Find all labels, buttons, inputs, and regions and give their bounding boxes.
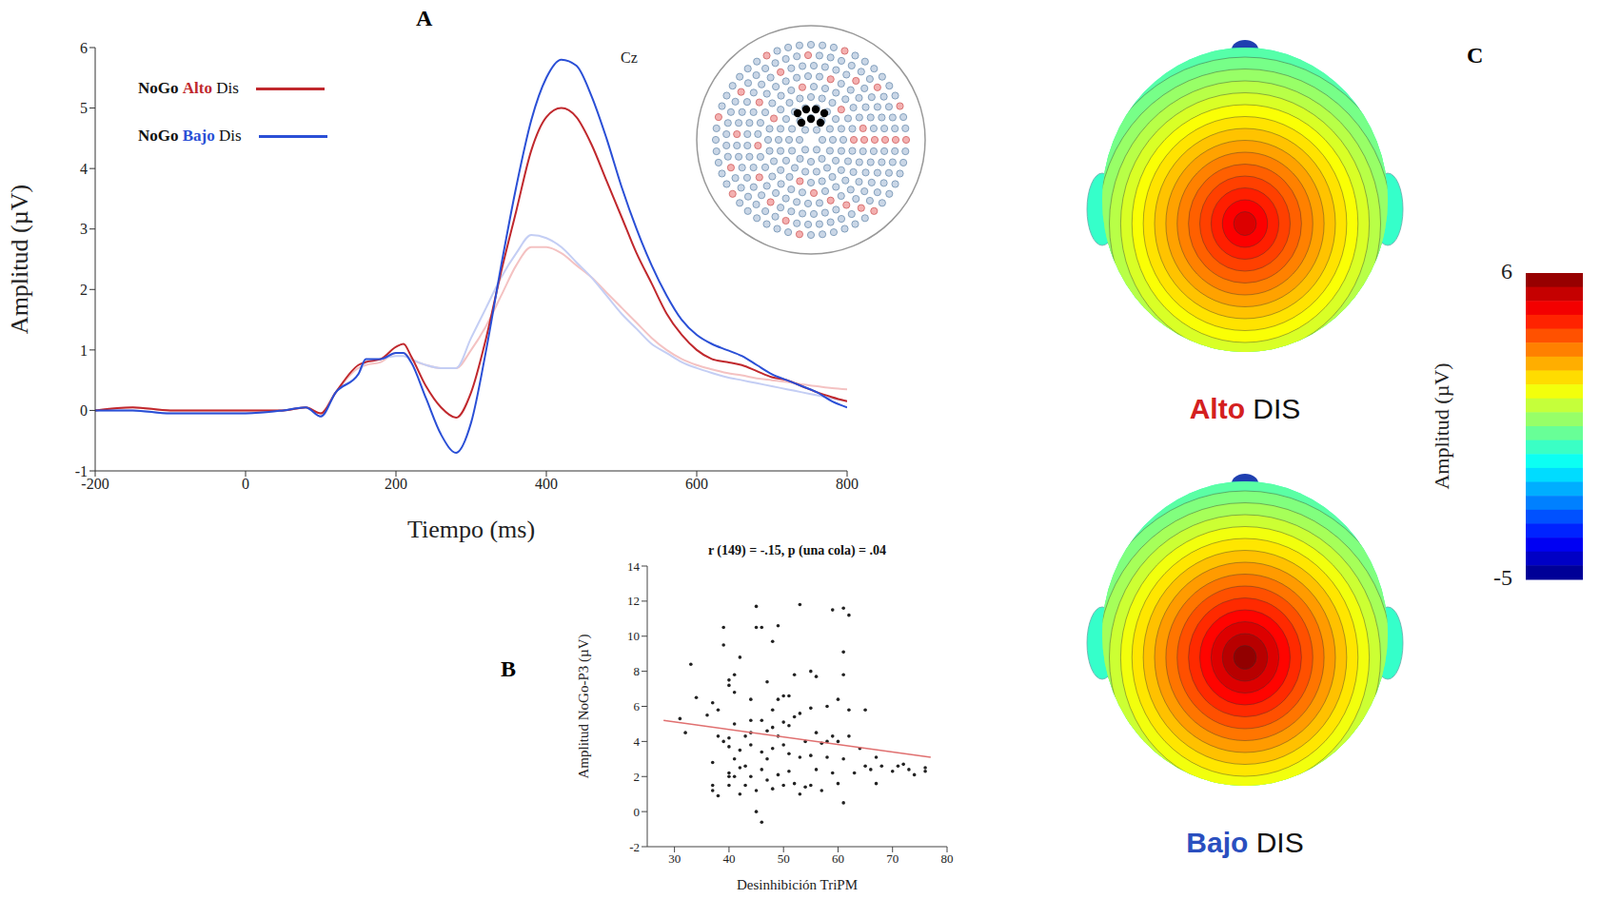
svg-text:14: 14	[627, 559, 641, 574]
svg-text:2: 2	[633, 770, 641, 785]
svg-text:12: 12	[627, 593, 640, 609]
svg-text:Desinhibición TriPM: Desinhibición TriPM	[736, 877, 858, 893]
svg-text:-200: -200	[81, 476, 110, 493]
svg-text:10: 10	[627, 629, 640, 644]
svg-text:60: 60	[831, 851, 845, 867]
html-text:NoGo Bajo Dis: NoGo Bajo Dis	[138, 126, 242, 145]
svg-text:30: 30	[668, 851, 681, 867]
svg-text:6: 6	[633, 699, 641, 714]
svg-text:-2: -2	[629, 840, 640, 855]
html-text:A: A	[415, 5, 433, 31]
svg-text:5: 5	[79, 99, 88, 117]
svg-text:50: 50	[777, 851, 791, 867]
svg-text:600: 600	[685, 475, 709, 493]
svg-text:Bajo DIS: Bajo DIS	[1185, 827, 1304, 859]
svg-text:Amplitud NoGo-P3 (µV): Amplitud NoGo-P3 (µV)	[575, 634, 593, 780]
svg-text:-5: -5	[1493, 565, 1513, 591]
svg-text:800: 800	[835, 475, 859, 493]
html-text:NoGo Alto Dis: NoGo Alto Dis	[138, 79, 239, 98]
svg-text:1: 1	[79, 342, 88, 359]
html-text:C: C	[1466, 42, 1484, 68]
svg-text:0: 0	[79, 402, 88, 419]
svg-text:Amplitud (µV): Amplitud (µV)	[5, 184, 34, 335]
html-text:B: B	[500, 656, 516, 682]
html-text:Cz: Cz	[620, 49, 638, 66]
svg-text:4: 4	[633, 734, 641, 750]
svg-text:4: 4	[79, 160, 88, 178]
svg-text:6: 6	[79, 39, 88, 57]
svg-text:40: 40	[722, 851, 735, 867]
svg-text:8: 8	[633, 664, 641, 679]
svg-text:80: 80	[941, 851, 954, 867]
svg-text:6: 6	[1501, 258, 1513, 284]
svg-text:Alto DIS: Alto DIS	[1189, 393, 1302, 425]
svg-text:200: 200	[384, 475, 408, 493]
html-text:r (149) = -.15, p (una cola) =: r (149) = -.15, p (una cola) = .04	[708, 543, 887, 558]
svg-text:0: 0	[241, 475, 250, 493]
svg-text:Tiempo (ms): Tiempo (ms)	[407, 515, 535, 543]
svg-text:2: 2	[79, 281, 88, 298]
svg-text:-1: -1	[75, 463, 88, 480]
svg-text:0: 0	[633, 805, 641, 820]
svg-text:Amplitud (µV): Amplitud (µV)	[1429, 362, 1454, 490]
svg-text:70: 70	[886, 851, 899, 867]
svg-text:3: 3	[79, 220, 88, 238]
svg-text:400: 400	[534, 475, 558, 493]
